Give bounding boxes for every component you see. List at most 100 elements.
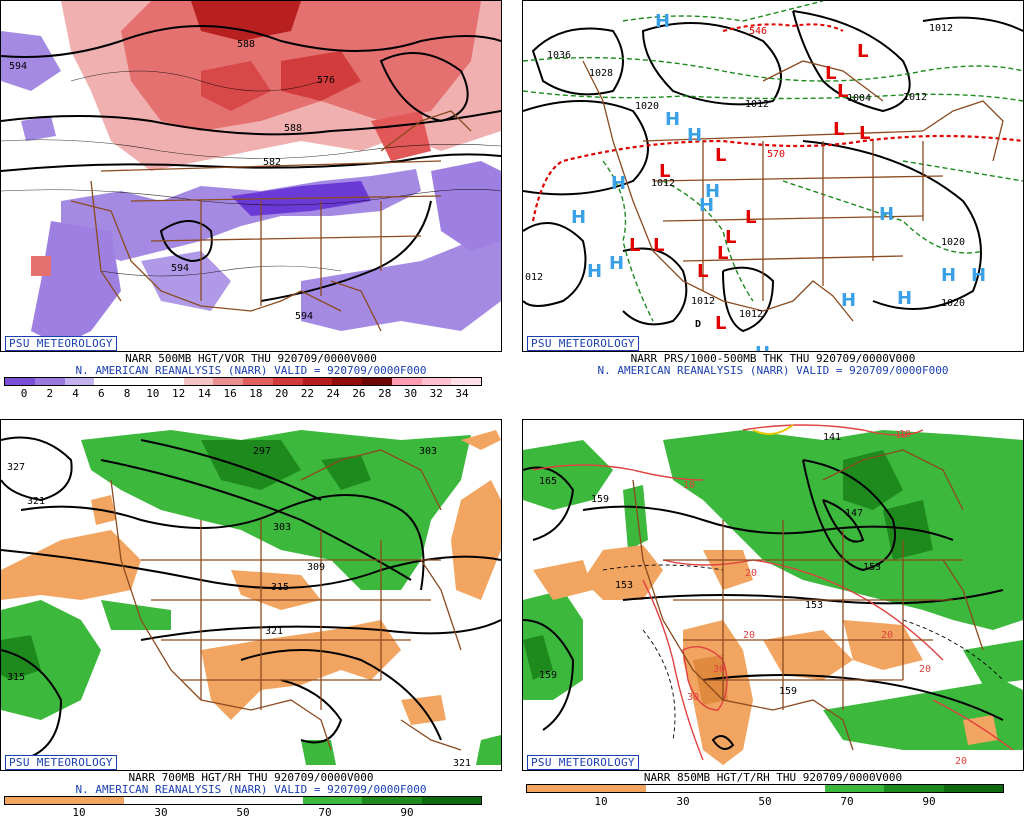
colorbar-tick-label: 32	[429, 387, 443, 400]
low-marker: L	[833, 119, 844, 140]
psu-meteorology-label: PSU METEOROLOGY	[5, 336, 117, 351]
contour-label-309: 309	[307, 562, 325, 573]
high-marker: H	[705, 181, 720, 202]
isobar-label-1012-s: 1012	[691, 296, 715, 307]
contour-label-165: 165	[539, 476, 557, 487]
colorbar-swatch	[362, 797, 422, 804]
colorbar-tick-label: 14	[197, 387, 211, 400]
contour-label-141: 141	[823, 432, 841, 443]
temp-label-10: 10	[899, 429, 911, 440]
colorbar-swatch	[243, 797, 303, 804]
colorbar-swatch	[183, 378, 214, 385]
colorbar-tick-label: 16	[223, 387, 237, 400]
panel-title-line1: NARR 850MB HGT/T/RH THU 920709/0000V000	[643, 771, 903, 784]
colorbar-tick-label: 30	[403, 387, 418, 400]
colorbar-swatch	[243, 378, 273, 385]
colorbar-swatch	[124, 378, 154, 385]
colorbar-tick-label: 24	[326, 387, 340, 400]
isobar-label-012-w: 012	[525, 272, 543, 283]
colorbar-swatch	[213, 378, 243, 385]
contour-label-576: 576	[317, 75, 335, 86]
high-marker: H	[571, 207, 586, 228]
vorticity-map-svg: 594 588 582 594 594 588 576	[1, 1, 501, 346]
contour-label-147: 147	[845, 508, 863, 519]
high-marker: H	[971, 265, 986, 286]
colorbar-swatch	[586, 785, 646, 792]
pressure-map-svg: 1036 1028 1020 1012 1012 1004 1012 1020 …	[523, 1, 1023, 351]
colorbar-tick-label: 10	[72, 806, 86, 819]
colorbar-swatch	[64, 378, 95, 385]
psu-meteorology-label: PSU METEOROLOGY	[5, 755, 117, 770]
contour-label-321-w: 321	[27, 496, 45, 507]
high-marker: H	[687, 125, 702, 146]
colorbar-swatch	[362, 378, 392, 385]
colorbar-swatch	[421, 378, 452, 385]
high-marker: H	[611, 173, 626, 194]
rh-colorbar	[526, 784, 1004, 793]
colorbar-swatch	[94, 378, 124, 385]
high-marker: H	[655, 11, 670, 32]
colorbar-tick-label: 18	[249, 387, 263, 400]
panel-title-line2: N. AMERICAN REANALYSIS (NARR) VALID = 92…	[75, 364, 427, 377]
colorbar-tick-label: 10	[146, 387, 160, 400]
contour-label-594-nw: 594	[9, 61, 27, 72]
colorbar-swatch	[705, 785, 765, 792]
temp-label-30: 30	[713, 664, 725, 675]
contour-label-327: 327	[7, 462, 25, 473]
panel-title-line1: NARR 500MB HGT/VOR THU 920709/0000V000	[125, 352, 377, 365]
colorbar-swatch	[527, 785, 587, 792]
colorbar-tick-label: 2	[46, 387, 54, 400]
temp-label-10: 10	[683, 480, 695, 491]
isobar-label-1020-e: 1020	[941, 237, 965, 248]
colorbar-tick-label: 20	[275, 387, 289, 400]
panel-title-line2: N. AMERICAN REANALYSIS (NARR) VALID = 92…	[597, 364, 949, 377]
contour-label-588-c: 588	[284, 123, 302, 134]
contour-label-582: 582	[263, 157, 281, 168]
panel-title-line1: NARR 700MB HGT/RH THU 920709/0000V000	[128, 771, 374, 784]
colorbar-swatch	[153, 378, 184, 385]
isobar-label-1012-n: 1012	[745, 99, 769, 110]
contour-label-321-c: 321	[265, 626, 283, 637]
panel-title-line2: N. AMERICAN REANALYSIS (NARR) VALID = 92…	[75, 783, 427, 796]
rh700-map-svg: 327 321 297 303 303 309 315 321 315 321	[1, 430, 501, 769]
contour-label-315-w: 315	[7, 672, 25, 683]
low-marker: L	[715, 313, 726, 334]
temp-label-20: 20	[743, 630, 755, 641]
low-marker: L	[837, 81, 848, 102]
colorbar-tick-label: 50	[236, 806, 250, 819]
colorbar-swatch	[124, 797, 184, 804]
colorbar-swatch	[302, 378, 333, 385]
colorbar-swatch	[5, 797, 65, 804]
colorbar-swatch	[824, 785, 884, 792]
psu-meteorology-label: PSU METEOROLOGY	[527, 755, 639, 770]
contour-label-594-s: 594	[295, 311, 313, 322]
low-marker: L	[859, 123, 870, 144]
contour-label-303-ne: 303	[419, 446, 437, 457]
colorbar-tick-label: 30	[154, 806, 168, 819]
isobar-label-1020-se: 1020	[941, 298, 965, 309]
colorbar-swatch	[183, 797, 243, 804]
contour-label-159-w: 159	[539, 670, 557, 681]
colorbar-tick-label: 22	[300, 387, 315, 400]
low-marker: L	[653, 235, 664, 256]
thickness-label-546: 546	[749, 26, 767, 37]
low-marker: L	[725, 227, 736, 248]
colorbar-tick-label: 50	[758, 795, 772, 808]
colorbar-swatch	[884, 785, 944, 792]
high-marker: H	[841, 290, 856, 311]
high-marker: H	[897, 288, 912, 309]
contour-label-153-w: 153	[615, 580, 633, 591]
high-marker: H	[699, 195, 714, 216]
colorbar-swatch	[451, 378, 481, 385]
contour-label-594-sw: 594	[171, 263, 189, 274]
panel-700mb-rh: 327 321 297 303 303 309 315 321 315 321 …	[0, 419, 502, 819]
contour-label-159-n: 159	[591, 494, 609, 505]
map-700mb-rh: 327 321 297 303 303 309 315 321 315 321 …	[0, 419, 502, 771]
high-marker: H	[587, 261, 602, 282]
colorbar-swatch	[421, 797, 481, 804]
isobar-label-1028: 1028	[589, 68, 613, 79]
rh-colorbar	[4, 796, 482, 805]
colorbar-swatch	[272, 378, 303, 385]
colorbar-tick-label: 4	[72, 387, 79, 400]
temp-label-20: 20	[919, 664, 931, 675]
